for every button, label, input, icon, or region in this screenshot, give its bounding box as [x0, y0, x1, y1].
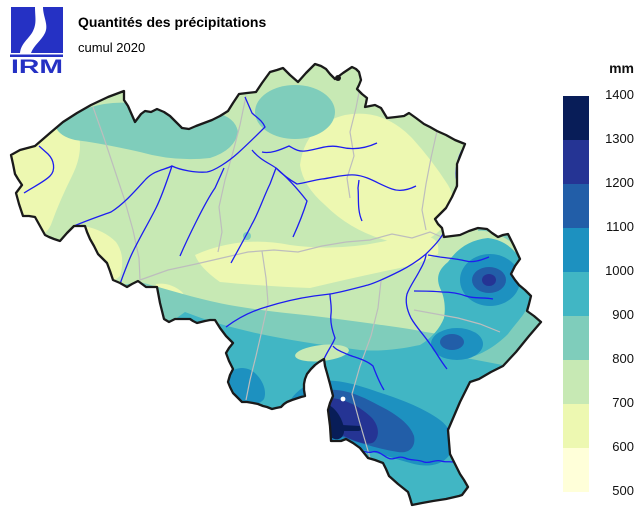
legend-tick-label: 700	[612, 395, 634, 410]
river-lesse	[332, 345, 385, 391]
river-ambleve	[413, 290, 494, 300]
band-1300-dash	[339, 425, 362, 431]
legend-color-block	[563, 272, 589, 316]
legend-color-block	[563, 360, 589, 404]
legend-color-block	[563, 448, 589, 492]
river-vesdre	[427, 254, 490, 263]
river-gete	[357, 179, 363, 222]
precipitation-contours	[11, 64, 541, 505]
rivers	[23, 96, 494, 465]
legend-tick-label: 1000	[605, 263, 634, 278]
legend-unit: mm	[609, 60, 634, 76]
river-lys	[73, 165, 173, 227]
river-scheldt	[118, 96, 266, 288]
legend-color-block	[563, 96, 589, 140]
band-800-antwerp	[255, 85, 335, 139]
legend-tick-label: 1100	[606, 219, 634, 234]
legend-tick-label: 600	[612, 439, 634, 454]
irm-logo-text: IRM	[11, 57, 63, 75]
river-yser	[23, 145, 55, 194]
legend-tick-label: 1300	[605, 131, 634, 146]
figure-subtitle: cumul 2020	[78, 40, 146, 55]
map-hole	[340, 396, 346, 402]
river-demer	[275, 167, 417, 192]
legend-color-block	[563, 184, 589, 228]
irm-logo-mark	[10, 7, 63, 57]
legend-tick-label: 900	[612, 307, 634, 322]
baarle-hertog-enclave	[335, 75, 341, 81]
province-borders	[92, 81, 501, 462]
river-senne	[230, 167, 277, 264]
river-dijle	[251, 149, 308, 238]
legend-color-block	[563, 316, 589, 360]
legend-tick-label: 500	[612, 483, 634, 498]
band-1000-botte	[228, 368, 266, 404]
river-nete	[261, 142, 378, 154]
river-dender	[179, 167, 225, 257]
legend-color-block	[563, 228, 589, 272]
national-border	[9, 62, 543, 507]
legend-color-block	[563, 140, 589, 184]
legend-tick-label: 1400	[605, 87, 634, 102]
band-1100-sthubert	[440, 334, 464, 350]
band-1200-fagnes	[482, 274, 496, 286]
legend-tick-label: 1200	[605, 175, 634, 190]
river-sambre	[225, 293, 331, 328]
legend-color-block	[563, 404, 589, 448]
legend-tick-label: 800	[612, 351, 634, 366]
irm-logo: IRM	[10, 7, 63, 75]
band-600-hesbaye	[195, 235, 439, 288]
figure-title: Quantités des précipitations	[78, 14, 267, 30]
river-ourthe	[405, 253, 448, 370]
